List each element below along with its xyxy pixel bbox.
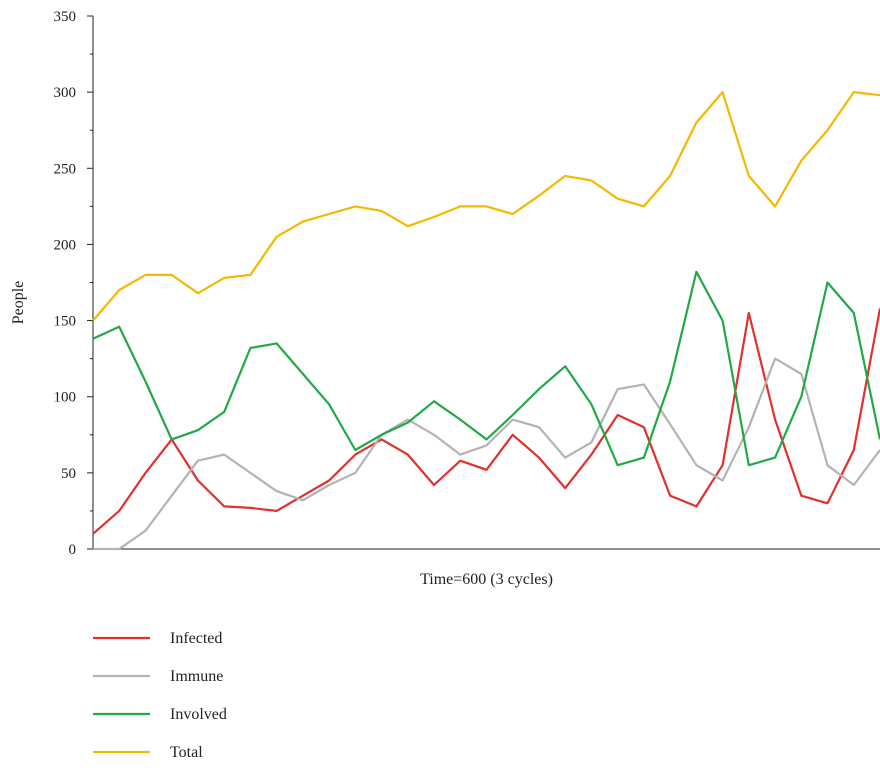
y-ticks: 0 50 100 150 200 250 300 350: [54, 9, 93, 558]
y-tick-label: 200: [54, 237, 77, 253]
legend-label-involved: Involved: [170, 706, 227, 723]
series-layer: [92, 90, 880, 551]
legend-label-infected: Infected: [170, 630, 222, 647]
series-line-total: [92, 90, 880, 322]
y-tick-label: 0: [69, 542, 77, 558]
legend-label-total: Total: [170, 744, 203, 761]
y-tick-label: 350: [54, 9, 77, 25]
y-axis-title: People: [10, 281, 27, 325]
legend: Infected Immune Involved Total: [93, 630, 227, 761]
axes: 0 50 100 150 200 250 300 350: [54, 9, 880, 558]
x-axis-title: Time=600 (3 cycles): [420, 571, 553, 588]
series-line-infected: [92, 308, 880, 535]
y-tick-label: 100: [54, 390, 77, 406]
y-tick-label: 300: [54, 85, 77, 101]
y-tick-label: 250: [54, 161, 77, 177]
series-line-immune: [93, 357, 880, 551]
y-tick-label: 50: [61, 466, 76, 482]
series-line-involved: [92, 270, 880, 467]
y-tick-label: 150: [54, 314, 77, 330]
legend-label-immune: Immune: [170, 668, 223, 685]
